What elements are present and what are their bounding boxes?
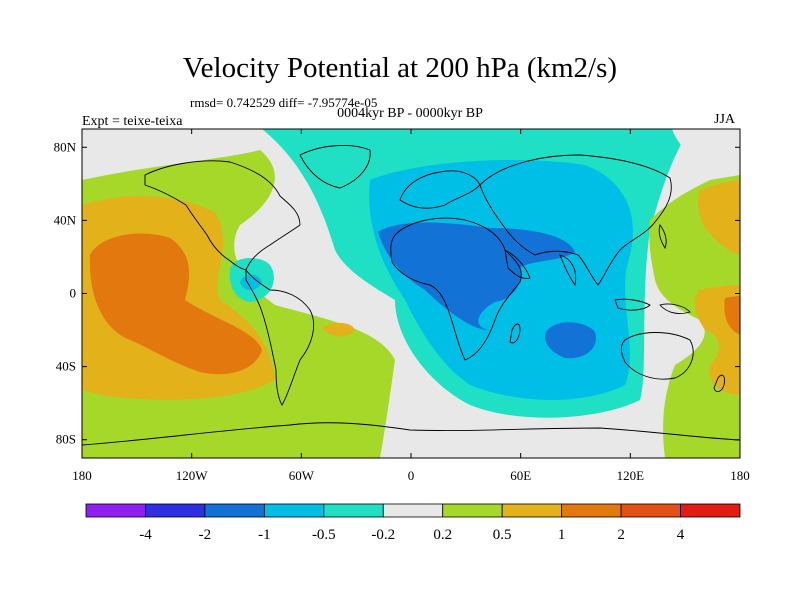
lat-tick-label: 40N xyxy=(54,212,77,227)
colorbar-swatch xyxy=(323,503,384,518)
lon-tick-label: 60E xyxy=(510,468,531,483)
colorbar-swatch xyxy=(442,503,503,518)
field-wpacific-pos-05-1 xyxy=(697,180,740,255)
colorbar-swatch xyxy=(382,503,444,518)
colorbar-swatch xyxy=(680,503,741,518)
lon-tick-label: 0 xyxy=(408,468,415,483)
field-ne-near-zero xyxy=(672,129,740,172)
colorbar-swatch xyxy=(561,503,622,518)
coastlines xyxy=(82,145,740,446)
lon-tick-label: 180 xyxy=(72,468,92,483)
colorbar-swatch xyxy=(85,503,146,518)
colorbar: -4 -2 -1 -0.5 -0.2 0.2 0.5 1 2 4 xyxy=(85,503,741,543)
period-subtitle: 0004kyr BP - 0000kyr BP xyxy=(337,106,483,121)
lon-tick-label: 60W xyxy=(289,468,315,483)
field-wpacific-pos-1-2 xyxy=(724,296,740,335)
colorbar-label: -1 xyxy=(258,527,271,543)
colorbar-label: 4 xyxy=(677,527,685,543)
colorbar-swatch xyxy=(145,503,206,518)
season-label: JJA xyxy=(714,112,736,127)
lon-tick-label: 120E xyxy=(617,468,645,483)
colorbar-label: -2 xyxy=(199,527,212,543)
colorbar-label: 0.5 xyxy=(493,527,512,543)
colorbar-label: 2 xyxy=(617,527,625,543)
colorbar-swatch xyxy=(620,503,681,518)
lon-tick-label: 180 xyxy=(730,468,750,483)
lat-tick-label: 40S xyxy=(56,359,76,374)
experiment-label: Expt = teixe-teixa xyxy=(82,114,183,129)
lat-tick-label: 0 xyxy=(70,286,77,301)
colorbar-swatch xyxy=(501,503,563,518)
colorbar-label: -4 xyxy=(139,527,152,543)
lon-tick-label: 120W xyxy=(176,468,209,483)
field-indian-ocean-neg-2-1 xyxy=(544,322,596,359)
longitude-axis: 180 120W 60W 0 60E 120E 180 xyxy=(72,129,750,483)
field-patch-pos-05-1 xyxy=(322,322,355,337)
colorbar-label: -0.2 xyxy=(371,527,395,543)
field-pacific-pos-1-2 xyxy=(89,233,262,375)
rmsd-diff-stats: rmsd= 0.742529 diff= -7.95774e-05 xyxy=(190,95,378,110)
latitude-axis: 80N 40N 0 40S 80S xyxy=(54,139,740,447)
colorbar-label: 1 xyxy=(558,527,566,543)
colorbar-swatch xyxy=(263,503,325,518)
field-caribbean-neg-1-05 xyxy=(240,274,262,291)
lat-tick-label: 80N xyxy=(54,139,77,154)
chart-title: Velocity Potential at 200 hPa (km2/s) xyxy=(182,52,618,84)
colorbar-label: -0.5 xyxy=(312,527,336,543)
lat-tick-label: 80S xyxy=(56,432,76,447)
colorbar-label: 0.2 xyxy=(433,527,452,543)
field-wpacific-pos-02-05 xyxy=(649,175,740,458)
colorbar-swatch xyxy=(204,503,265,518)
